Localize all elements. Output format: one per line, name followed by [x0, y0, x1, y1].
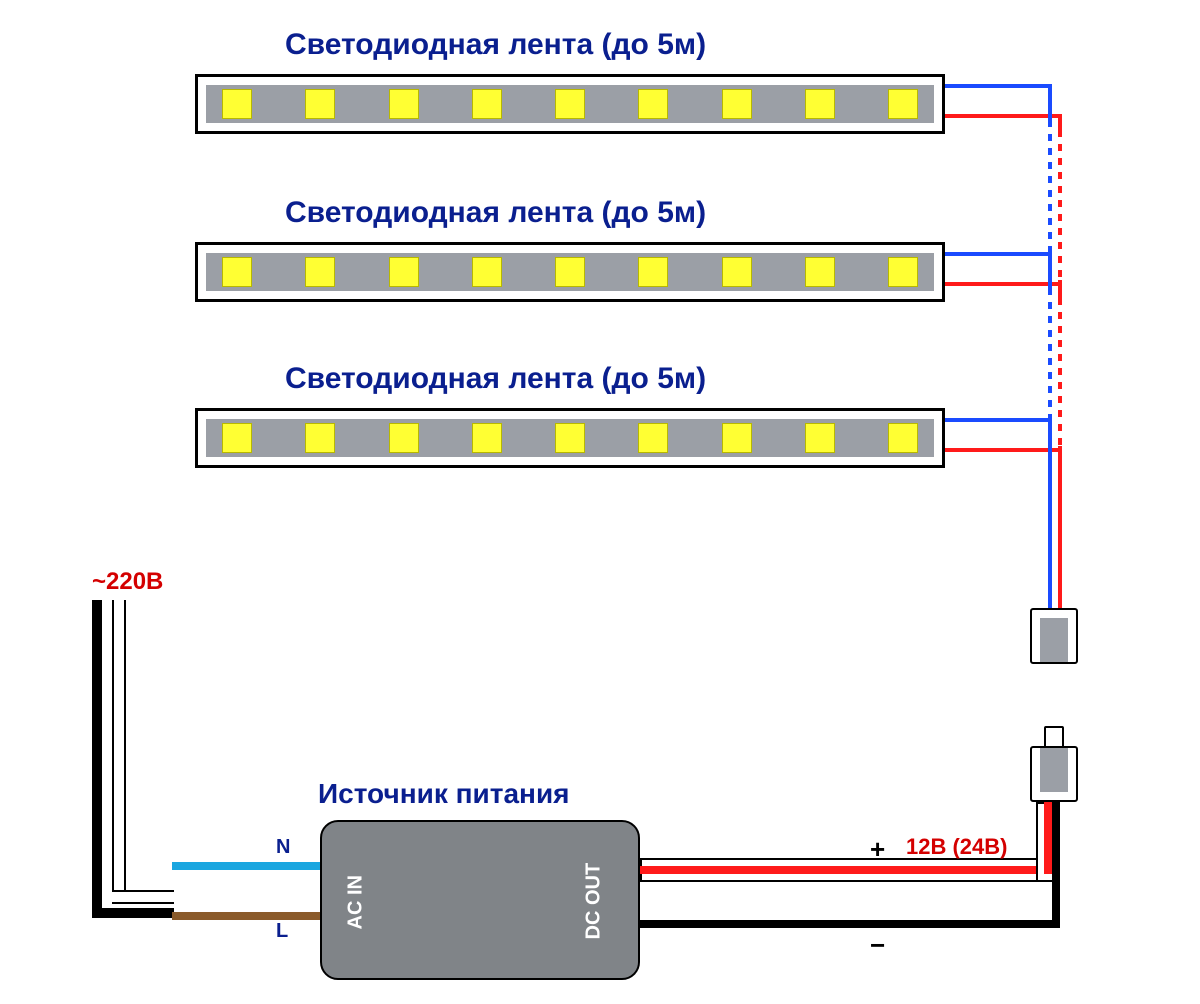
ac-voltage-label: ~220В: [92, 568, 163, 596]
led-icon: [722, 89, 752, 119]
led-icon: [222, 423, 252, 453]
dc-plug-male: [1030, 746, 1078, 802]
led-icon: [389, 257, 419, 287]
led-icon: [555, 257, 585, 287]
psu-out-red-h: [640, 866, 1050, 874]
psu-dcout-label: DC OUT: [583, 860, 606, 940]
dc-tail-black-v: [1052, 802, 1060, 928]
led-icon: [805, 257, 835, 287]
ac-wire-white-h: [112, 890, 174, 904]
strip-2-label: Светодиодная лента (до 5м): [285, 196, 706, 230]
led-icon: [555, 89, 585, 119]
ac-wire-black-v: [92, 600, 102, 918]
dc-tail-red-v: [1044, 802, 1052, 874]
led-icon: [222, 257, 252, 287]
dc-plug-female: [1030, 608, 1078, 664]
ac-wire-black-h: [92, 908, 174, 918]
dc-voltage-label: 12В (24B): [906, 834, 1007, 860]
led-icon: [222, 89, 252, 119]
diagram-canvas: Светодиодная лента (до 5м) Светодиодная …: [0, 0, 1200, 1004]
strip-inner: [206, 253, 934, 291]
power-supply: AC IN DC OUT: [320, 820, 640, 980]
psu-in-l-label: L: [276, 920, 288, 943]
led-icon: [389, 89, 419, 119]
led-icon: [638, 89, 668, 119]
psu-out-plus-label: +: [870, 834, 885, 865]
led-icon: [472, 423, 502, 453]
led-strip-1: [195, 74, 945, 134]
psu-label: Источник питания: [318, 778, 570, 810]
psu-out-black-h: [640, 920, 1060, 928]
led-icon: [722, 423, 752, 453]
led-icon: [305, 423, 335, 453]
led-icon: [888, 89, 918, 119]
strip-inner: [206, 419, 934, 457]
psu-out-minus-label: −: [870, 930, 885, 961]
strip-1-label: Светодиодная лента (до 5м): [285, 28, 706, 62]
psu-in-n-wire: [172, 862, 320, 870]
led-icon: [472, 257, 502, 287]
led-icon: [389, 423, 419, 453]
led-icon: [805, 89, 835, 119]
plug-inner: [1040, 618, 1068, 662]
led-icon: [888, 423, 918, 453]
strip-3-label: Светодиодная лента (до 5м): [285, 362, 706, 396]
led-icon: [638, 257, 668, 287]
psu-in-l-wire: [172, 912, 320, 920]
dc-plug-male-tip: [1044, 726, 1064, 748]
led-strip-2: [195, 242, 945, 302]
psu-acin-label: AC IN: [345, 870, 368, 930]
led-icon: [638, 423, 668, 453]
led-icon: [888, 257, 918, 287]
led-icon: [305, 257, 335, 287]
led-strip-3: [195, 408, 945, 468]
plug-inner: [1040, 748, 1068, 792]
led-icon: [555, 423, 585, 453]
led-icon: [722, 257, 752, 287]
led-icon: [805, 423, 835, 453]
ac-wire-white-v: [112, 600, 126, 900]
led-icon: [472, 89, 502, 119]
strip-inner: [206, 85, 934, 123]
led-icon: [305, 89, 335, 119]
psu-in-n-label: N: [276, 836, 290, 859]
